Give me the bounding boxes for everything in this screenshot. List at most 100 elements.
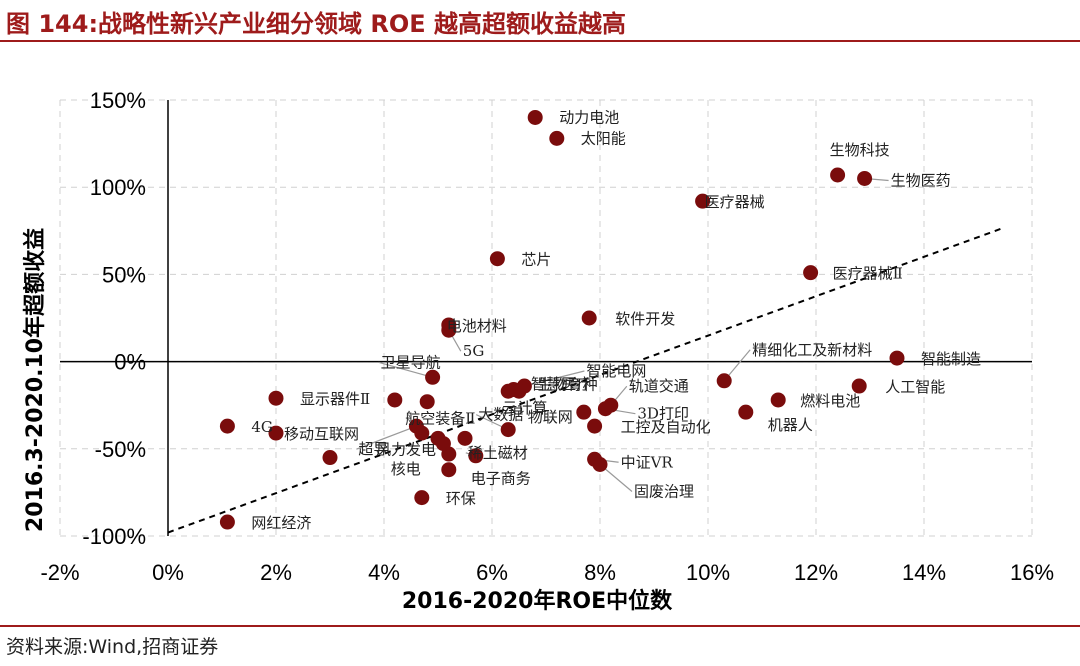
point-label: 环保 — [446, 490, 476, 508]
point-label: 5G — [463, 342, 485, 360]
data-point — [489, 251, 505, 267]
data-points — [219, 109, 905, 530]
data-point — [830, 167, 846, 183]
data-point — [457, 430, 473, 446]
point-label: 网红经济 — [251, 514, 311, 532]
point-label: 智能制造 — [921, 350, 981, 368]
point-label: 显示器件Ⅱ — [300, 390, 370, 408]
point-label: 超导 — [358, 440, 388, 458]
data-point — [738, 404, 754, 420]
data-point — [425, 369, 441, 385]
point-label: 4G — [251, 418, 273, 436]
data-point — [587, 418, 603, 434]
point-label: 工控及自动化 — [621, 418, 711, 436]
point-label: 机器人 — [768, 416, 813, 434]
label-leader — [356, 425, 417, 450]
y-axis-title: 2016.3-2020.10年超额收益 — [22, 228, 48, 532]
point-label: 核电 — [391, 460, 421, 478]
y-tick-label: 150% — [90, 88, 146, 113]
data-point — [803, 265, 819, 281]
data-point — [414, 490, 430, 506]
x-tick-label: 16% — [1010, 560, 1054, 585]
data-point — [851, 378, 867, 394]
point-label: 大数据 — [478, 406, 523, 424]
point-label: 电池材料 — [447, 317, 507, 335]
x-tick-label: 2% — [260, 560, 292, 585]
data-point — [716, 373, 732, 389]
x-tick-label: -2% — [40, 560, 79, 585]
point-label: 智慧医疗 — [531, 375, 591, 393]
data-point — [527, 109, 543, 125]
label-leader — [378, 361, 433, 378]
x-tick-label: 4% — [368, 560, 400, 585]
data-point — [435, 436, 451, 452]
point-label: 智能电网 — [586, 362, 646, 380]
data-point — [441, 322, 457, 338]
data-point — [500, 422, 516, 438]
point-label: 云计算 — [502, 399, 547, 417]
point-label: 人工智能 — [885, 378, 945, 396]
x-tick-label: 10% — [686, 560, 730, 585]
scatter-chart: -2% 0% 2% 4% 6% 8% 10% 12% 14% 16% 150%100%50%0%-… — [22, 88, 1054, 614]
x-tick-label: 12% — [794, 560, 838, 585]
x-tick-label: 8% — [584, 560, 616, 585]
point-label: 太阳能 — [581, 129, 626, 147]
data-point — [268, 425, 284, 441]
point-label: 动力电池 — [559, 108, 619, 126]
point-label: 软件开发 — [615, 310, 675, 328]
point-label: 生物科技 — [830, 141, 890, 159]
data-point — [219, 514, 235, 530]
point-label: 移动互联网 — [284, 425, 359, 443]
x-tick-labels: -2% 0% 2% 4% 6% 8% 10% 12% 14% 16% — [40, 560, 1054, 585]
data-point — [419, 394, 435, 410]
point-label: 生物医药 — [891, 171, 951, 189]
point-label: 芯片 — [521, 251, 551, 269]
bottom-rule — [0, 625, 1080, 627]
x-axis-title: 2016-2020年ROE中位数 — [402, 588, 673, 614]
data-point — [581, 310, 597, 326]
point-label: 稀土磁材 — [468, 444, 528, 462]
point-label: 医疗器械 — [705, 193, 765, 211]
data-point — [387, 392, 403, 408]
label-leader — [524, 370, 585, 387]
source-note: 资料来源:Wind,招商证券 — [6, 636, 219, 658]
point-label: 医疗器械Ⅱ — [833, 265, 903, 283]
data-point — [889, 350, 905, 366]
y-tick-label: -100% — [82, 524, 146, 549]
point-label: 生物育种 — [538, 376, 598, 394]
data-point — [549, 130, 565, 146]
grid — [59, 99, 1033, 537]
data-point — [219, 418, 235, 434]
y-tick-label: 100% — [90, 175, 146, 200]
point-label: 轨道交通 — [629, 377, 689, 395]
point-label: 风力发电 — [376, 440, 436, 458]
data-point — [500, 383, 516, 399]
data-point — [695, 193, 711, 209]
data-point — [592, 456, 608, 472]
x-tick-label: 6% — [476, 560, 508, 585]
point-label: 卫星导航 — [381, 353, 441, 371]
data-point — [268, 390, 284, 406]
x-tick-label: 0% — [152, 560, 184, 585]
x-tick-label: 14% — [902, 560, 946, 585]
data-point — [414, 425, 430, 441]
y-tick-label: 0% — [114, 350, 146, 375]
figure-title: 图 144:战略性新兴产业细分领域 ROE 越高超额收益越高 — [6, 10, 627, 38]
point-label: 电子商务 — [471, 470, 531, 488]
title-rule — [0, 40, 1080, 42]
point-label: 固废治理 — [634, 482, 694, 500]
point-label: 航空装备Ⅱ — [405, 410, 475, 428]
data-point — [770, 392, 786, 408]
data-point — [576, 404, 592, 420]
trend-line — [167, 226, 1006, 534]
point-label: 燃料电池 — [800, 392, 860, 410]
y-tick-labels: 150% 100% 50% 0% -50% -100% — [82, 88, 146, 549]
data-point — [511, 383, 527, 399]
point-label: 3D打印 — [637, 405, 689, 423]
data-point — [597, 401, 613, 417]
data-point — [857, 170, 873, 186]
y-tick-label: -50% — [95, 437, 146, 462]
y-tick-label: 50% — [102, 262, 146, 287]
point-label: 精细化工及新材料 — [752, 341, 872, 359]
